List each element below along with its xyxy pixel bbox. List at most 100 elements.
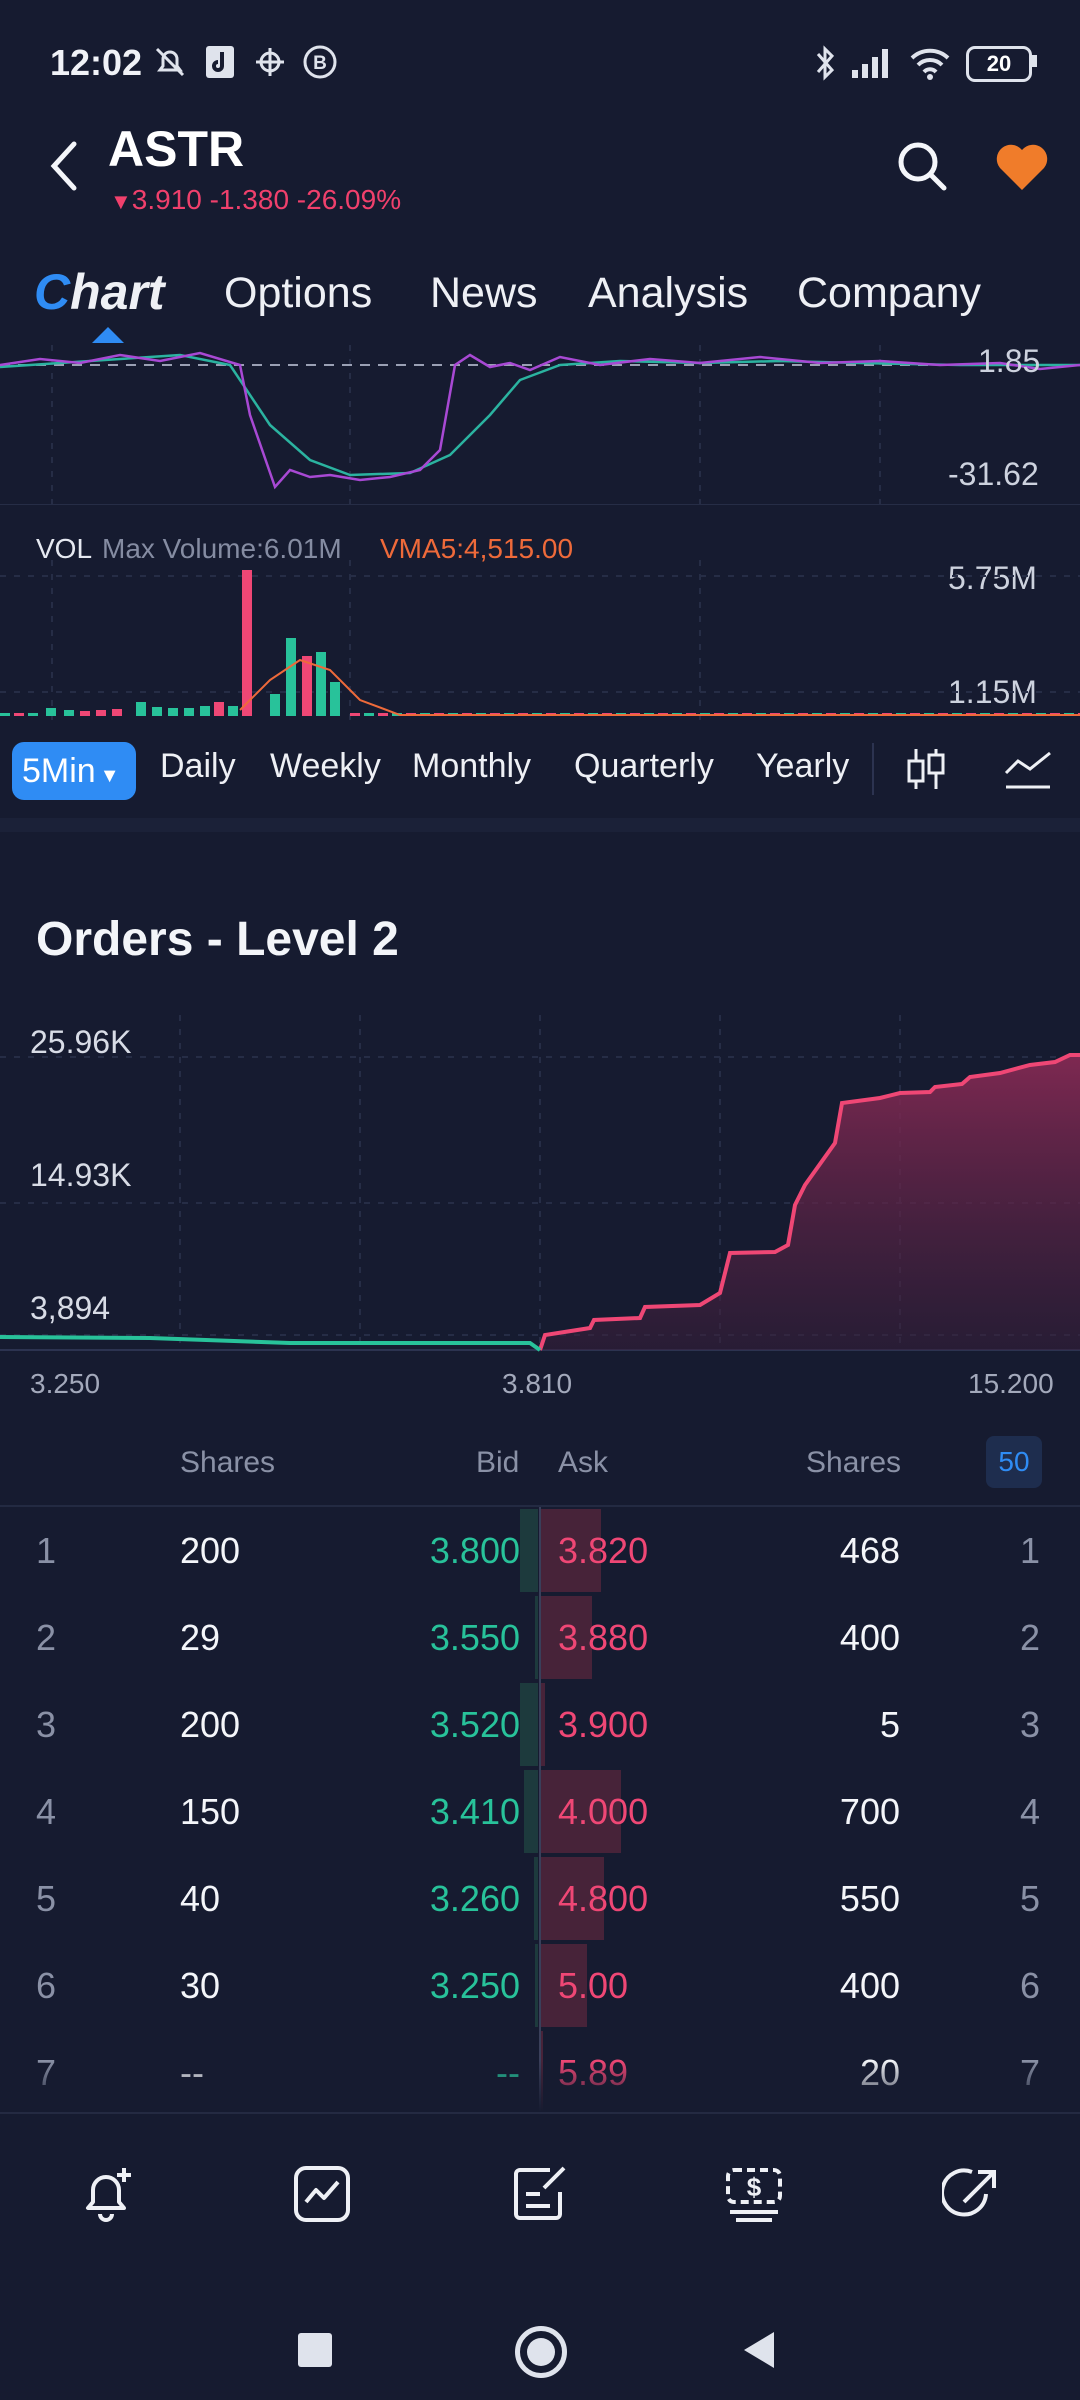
- volume-prefix: VOL: [36, 533, 93, 564]
- note-edit-icon[interactable]: [510, 2164, 570, 2224]
- tab-chart-rest: hart: [70, 264, 165, 320]
- bid-price: 3.250: [429, 1965, 520, 2006]
- row-index-right: 3: [1020, 1704, 1041, 1745]
- ask-shares: 5: [879, 1704, 900, 1745]
- bid-ask-divider: [539, 1768, 541, 1855]
- vma5-label: VMA5:4,515.00: [380, 533, 574, 564]
- volume-bar: [242, 570, 252, 716]
- recent-apps-icon[interactable]: [298, 2333, 332, 2367]
- bluetooth-icon: [816, 45, 835, 81]
- bid-ask-divider: [539, 1855, 541, 1942]
- bid-shares: 29: [180, 1617, 221, 1658]
- row-index-right: 6: [1020, 1965, 1041, 2006]
- bid-price: 3.520: [429, 1704, 520, 1745]
- search-icon[interactable]: [894, 138, 950, 194]
- period-yearly[interactable]: Yearly: [756, 747, 850, 785]
- volume-bar: [112, 709, 122, 716]
- indicator-chart[interactable]: [0, 345, 1080, 505]
- bid-price: 3.800: [429, 1530, 520, 1571]
- ask-price: 3.900: [558, 1704, 649, 1745]
- system-navigation-bar: [0, 2280, 1080, 2400]
- period-monthly[interactable]: Monthly: [412, 747, 532, 785]
- b-circle-icon: B: [303, 45, 337, 79]
- tab-company[interactable]: Company: [797, 269, 982, 317]
- row-index-right: 1: [1020, 1530, 1041, 1571]
- period-5min-dropdown[interactable]: 5Min ▼: [12, 742, 136, 800]
- ask-shares: 550: [839, 1878, 900, 1919]
- bid-volume-bar: [535, 1596, 538, 1679]
- orderbook-row[interactable]: 6 30 3.250 5.00 400 6: [0, 1942, 1080, 2029]
- tab-analysis[interactable]: Analysis: [588, 269, 749, 317]
- status-time: 12:02: [50, 42, 143, 83]
- ask-shares: 700: [839, 1791, 900, 1832]
- depth-x-tick-right: 15.200: [968, 1368, 1054, 1399]
- orderbook-fade: [0, 2060, 1080, 2112]
- volume-bar: [64, 710, 74, 716]
- level2-title: Orders - Level 2: [36, 913, 399, 966]
- volume-bar: [28, 713, 38, 716]
- home-icon[interactable]: [515, 2326, 567, 2378]
- header-ask-shares: Shares: [806, 1446, 902, 1479]
- settings-bug-icon: [256, 48, 284, 76]
- candlestick-type-icon[interactable]: [904, 745, 948, 793]
- header-ask: Ask: [558, 1446, 609, 1479]
- ask-volume-bar: [541, 1944, 587, 2027]
- volume-bar: [184, 708, 194, 716]
- orderbook-row[interactable]: 2 29 3.550 3.880 400 2: [0, 1594, 1080, 1681]
- period-daily[interactable]: Daily: [160, 747, 236, 785]
- bid-ask-divider: [539, 1594, 541, 1681]
- chart-icon[interactable]: [292, 2164, 352, 2224]
- volume-bar: [46, 708, 56, 716]
- row-index-right: 5: [1020, 1878, 1041, 1919]
- volume-bar: [364, 713, 374, 716]
- section-divider: [0, 818, 1080, 832]
- stock-header: ASTR ▼3.910 -1.380 -26.09%: [0, 120, 1080, 230]
- favorite-heart-icon[interactable]: [994, 140, 1050, 192]
- back-arrow-icon[interactable]: [46, 138, 82, 194]
- depth-chart[interactable]: [0, 1015, 1080, 1355]
- signal-icon: [852, 49, 888, 78]
- indicators-icon[interactable]: [1004, 747, 1052, 791]
- bid-ask-divider: [539, 1942, 541, 2029]
- orderbook-row[interactable]: 4 150 3.410 4.000 700 4: [0, 1768, 1080, 1855]
- battery-icon: 20: [966, 46, 1032, 82]
- ticker-symbol: ASTR: [108, 121, 245, 177]
- volume-bar: [330, 682, 340, 716]
- orderbook-row[interactable]: 1 200 3.800 3.820 468 1: [0, 1507, 1080, 1594]
- row-index-right: 2: [1020, 1617, 1041, 1658]
- bid-price: 3.550: [429, 1617, 520, 1658]
- trade-dollar-icon[interactable]: $: [722, 2164, 786, 2224]
- depth-count-selector[interactable]: 50: [986, 1436, 1042, 1488]
- mute-bell-icon: [155, 47, 185, 77]
- period-weekly[interactable]: Weekly: [270, 747, 381, 785]
- depth-y-tick-mid: 14.93K: [30, 1157, 132, 1193]
- volume-bar: [136, 702, 146, 716]
- row-index-left: 6: [36, 1965, 57, 2006]
- ask-price: 4.000: [558, 1791, 649, 1832]
- orderbook-row[interactable]: 5 40 3.260 4.800 550 5: [0, 1855, 1080, 1942]
- alert-add-icon[interactable]: [78, 2164, 138, 2224]
- tab-chart[interactable]: Chart: [34, 263, 165, 321]
- back-triangle-icon[interactable]: [740, 2330, 778, 2370]
- volume-bar: [228, 706, 238, 716]
- volume-chart[interactable]: [0, 560, 1080, 720]
- orderbook-row[interactable]: 3 200 3.520 3.900 5 3: [0, 1681, 1080, 1768]
- period-quarterly[interactable]: Quarterly: [574, 747, 714, 785]
- bid-shares: 40: [180, 1878, 221, 1919]
- tab-options[interactable]: Options: [224, 269, 373, 317]
- indicator-line-purple: [0, 351, 1080, 490]
- volume-bar: [350, 713, 360, 716]
- share-icon[interactable]: [942, 2164, 1002, 2224]
- indicator-upper-value: 1.85: [978, 343, 1041, 379]
- status-bar: 12:02 B 20: [0, 0, 1080, 120]
- row-index-left: 5: [36, 1878, 57, 1919]
- ask-volume-bar: [541, 1683, 545, 1766]
- tab-news[interactable]: News: [430, 269, 538, 317]
- volume-bar: [378, 713, 388, 716]
- volume-bar: [316, 652, 326, 716]
- volume-bar: [286, 638, 296, 716]
- battery-tip: [1032, 55, 1037, 67]
- volume-bar: [168, 708, 178, 716]
- bid-volume-bar: [520, 1509, 538, 1592]
- ask-shares: 400: [839, 1617, 900, 1658]
